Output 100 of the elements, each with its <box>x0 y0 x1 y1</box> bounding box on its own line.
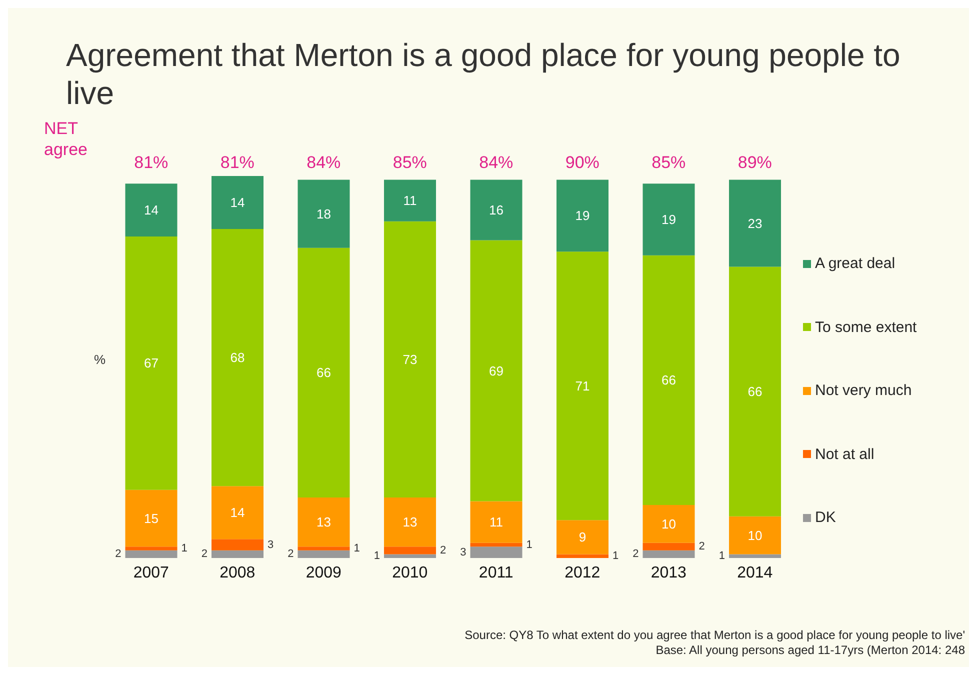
bar <box>298 497 350 547</box>
data-label: 69 <box>489 363 504 378</box>
data-label: 2 <box>201 548 208 560</box>
text: 81% <box>134 153 168 172</box>
data-label: 67 <box>144 356 158 371</box>
bar <box>556 252 608 520</box>
bar <box>470 542 522 547</box>
legend-label: To some extent <box>814 318 917 338</box>
bar <box>384 497 436 547</box>
bar <box>212 539 264 550</box>
y-axis-title: % <box>94 352 106 367</box>
bar <box>384 221 436 498</box>
x-tick-label: 2013 <box>650 564 687 582</box>
x-tick-label: 2014 <box>737 564 773 582</box>
data-label: 3 <box>460 546 466 558</box>
x-tick-label: 2011 <box>478 564 514 582</box>
data-label: 1 <box>612 550 619 562</box>
data-label: 68 <box>230 350 245 366</box>
bar <box>729 554 781 558</box>
bar <box>470 501 522 543</box>
x-tick-label: 2009 <box>306 564 342 582</box>
data-label: 10 <box>662 516 676 532</box>
x-tick-label: 2010 <box>392 564 428 582</box>
data-label: 11 <box>403 193 417 208</box>
data-label: 19 <box>575 208 590 224</box>
data-label: 19 <box>662 212 676 227</box>
data-label: 73 <box>402 352 418 367</box>
data-label: 13 <box>316 514 331 530</box>
data-label: 1 <box>181 542 188 555</box>
data-label: 66 <box>662 372 676 388</box>
bar <box>642 255 695 506</box>
data-label: 2 <box>288 548 294 560</box>
bar <box>642 550 695 558</box>
text: NET agree <box>44 118 88 160</box>
legend-label: Not very much <box>814 381 913 402</box>
x-tick-label: 2007 <box>133 564 170 582</box>
bar <box>125 490 178 547</box>
data-label: 23 <box>748 216 762 231</box>
data-label: 13 <box>402 514 418 530</box>
bar <box>556 554 608 558</box>
data-label: 1 <box>354 542 360 555</box>
text: 81% <box>220 153 254 172</box>
legend-label: A great deal <box>814 254 896 274</box>
data-label: 1 <box>718 550 725 562</box>
text: 89% <box>738 153 772 172</box>
data-label: 10 <box>748 528 762 543</box>
data-label: 66 <box>748 384 762 400</box>
legend-label: DK <box>814 508 837 528</box>
bar <box>298 180 350 248</box>
bar <box>729 516 781 554</box>
data-label: 66 <box>316 365 331 380</box>
data-label: 11 <box>490 514 503 530</box>
bar <box>125 546 178 550</box>
bar <box>212 550 264 558</box>
bar <box>729 180 781 267</box>
bar <box>298 248 350 498</box>
bar <box>125 236 178 490</box>
data-label: 2 <box>115 548 122 560</box>
x-tick-label: 2008 <box>220 564 256 582</box>
bar <box>298 550 350 558</box>
text: 85% <box>652 153 686 172</box>
text: 90% <box>565 153 600 172</box>
data-label: 2 <box>632 548 639 560</box>
data-label: 1 <box>374 550 380 562</box>
bar <box>384 180 436 222</box>
data-label: 3 <box>268 538 274 551</box>
chart-title: Agreement that Merton is a good place for young people to live <box>66 36 902 112</box>
text: Base: All young persons aged 11-17yrs (Merton 2014: 248 <box>654 643 965 658</box>
bar <box>470 546 522 558</box>
data-label: 16 <box>489 202 504 218</box>
data-label: 71 <box>575 378 590 394</box>
bar <box>470 180 522 240</box>
bar <box>470 240 522 502</box>
source-note: Source: QY8 To what extent do you agree that Merton is a good place for young people to live' <box>464 628 965 643</box>
bar <box>212 176 264 229</box>
bar <box>212 486 264 540</box>
bar <box>642 184 695 256</box>
bar <box>642 505 695 543</box>
data-label: 14 <box>230 194 245 210</box>
bar <box>729 266 781 516</box>
legend-label: Not at all <box>814 444 876 465</box>
data-label: 14 <box>144 202 158 218</box>
bar <box>384 554 436 558</box>
data-label: 9 <box>578 530 586 545</box>
data-label: 2 <box>698 540 705 553</box>
data-label: 18 <box>316 206 331 222</box>
x-tick-label: 2012 <box>564 564 600 582</box>
data-label: 14 <box>230 505 245 520</box>
bar <box>384 546 436 554</box>
bar <box>125 184 178 237</box>
bar <box>556 520 608 554</box>
bar <box>556 180 608 252</box>
bar <box>298 546 350 550</box>
bar <box>212 228 264 486</box>
data-label: 1 <box>526 538 532 551</box>
text: 84% <box>306 153 341 172</box>
bar <box>125 550 178 558</box>
bar <box>642 542 695 550</box>
data-label: 15 <box>144 510 158 526</box>
data-label: 2 <box>440 544 446 556</box>
